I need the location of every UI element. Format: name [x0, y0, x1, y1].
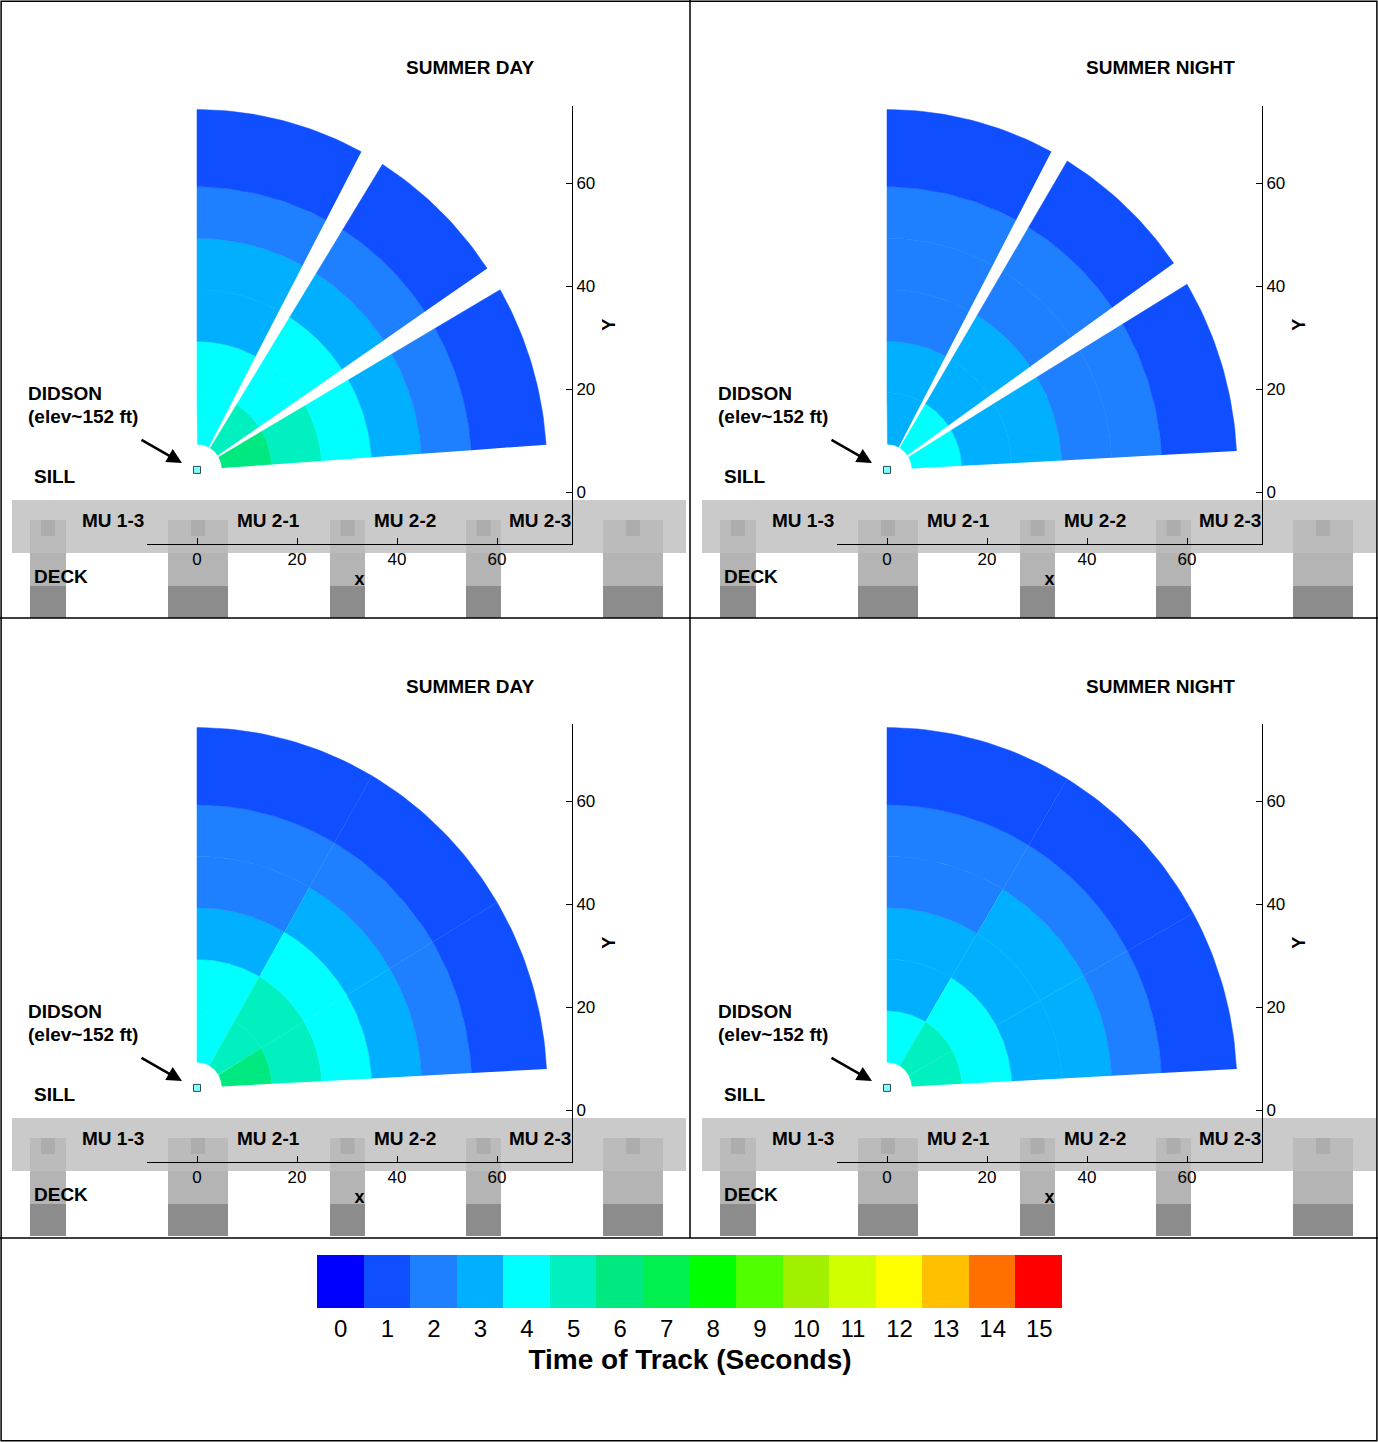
svg-text:10: 10 — [793, 1315, 820, 1342]
svg-text:x: x — [1044, 1187, 1054, 1207]
svg-text:3: 3 — [474, 1315, 487, 1342]
svg-text:60: 60 — [1266, 174, 1285, 193]
svg-text:MU 1-3: MU 1-3 — [82, 510, 144, 531]
svg-text:x: x — [354, 1187, 364, 1207]
svg-text:SUMMER NIGHT: SUMMER NIGHT — [1086, 57, 1235, 78]
svg-text:SILL: SILL — [34, 1084, 76, 1105]
svg-text:DIDSON: DIDSON — [28, 383, 102, 404]
svg-text:Y: Y — [599, 937, 619, 949]
svg-text:20: 20 — [288, 1168, 307, 1187]
svg-text:MU 2-3: MU 2-3 — [1199, 1128, 1261, 1149]
svg-text:0: 0 — [576, 1101, 585, 1120]
svg-text:(elev~152 ft): (elev~152 ft) — [718, 406, 828, 427]
svg-text:20: 20 — [576, 380, 595, 399]
svg-text:MU 2-2: MU 2-2 — [1064, 1128, 1126, 1149]
svg-text:40: 40 — [1266, 895, 1285, 914]
svg-text:40: 40 — [576, 895, 595, 914]
svg-text:Y: Y — [1289, 319, 1309, 331]
svg-text:MU 2-3: MU 2-3 — [509, 510, 571, 531]
svg-text:0: 0 — [1266, 483, 1275, 502]
svg-text:DECK: DECK — [34, 566, 88, 587]
svg-text:6: 6 — [613, 1315, 626, 1342]
svg-text:20: 20 — [1266, 998, 1285, 1017]
svg-text:SUMMER DAY: SUMMER DAY — [406, 676, 534, 697]
svg-text:MU 2-2: MU 2-2 — [1064, 510, 1126, 531]
svg-text:40: 40 — [388, 1168, 407, 1187]
svg-text:DIDSON: DIDSON — [718, 383, 792, 404]
svg-text:x: x — [354, 569, 364, 589]
svg-text:Time of Track (Seconds): Time of Track (Seconds) — [528, 1344, 851, 1375]
svg-text:SUMMER DAY: SUMMER DAY — [406, 57, 534, 78]
svg-text:MU 2-3: MU 2-3 — [1199, 510, 1261, 531]
svg-text:40: 40 — [1078, 1168, 1097, 1187]
svg-text:40: 40 — [576, 277, 595, 296]
svg-text:5: 5 — [567, 1315, 580, 1342]
svg-text:60: 60 — [488, 1168, 507, 1187]
svg-text:0: 0 — [882, 1168, 891, 1187]
svg-text:MU 1-3: MU 1-3 — [772, 510, 834, 531]
svg-text:0: 0 — [192, 1168, 201, 1187]
svg-text:60: 60 — [1266, 792, 1285, 811]
svg-text:SUMMER NIGHT: SUMMER NIGHT — [1086, 676, 1235, 697]
svg-text:60: 60 — [488, 550, 507, 569]
svg-text:Y: Y — [599, 319, 619, 331]
svg-text:MU 1-3: MU 1-3 — [82, 1128, 144, 1149]
svg-text:20: 20 — [288, 550, 307, 569]
svg-text:Y: Y — [1289, 937, 1309, 949]
svg-text:(elev~152 ft): (elev~152 ft) — [28, 406, 138, 427]
svg-text:DECK: DECK — [724, 1184, 778, 1205]
svg-text:0: 0 — [334, 1315, 347, 1342]
svg-text:1: 1 — [381, 1315, 394, 1342]
svg-text:(elev~152 ft): (elev~152 ft) — [28, 1024, 138, 1045]
svg-text:13: 13 — [933, 1315, 960, 1342]
svg-text:MU 2-2: MU 2-2 — [374, 510, 436, 531]
svg-text:x: x — [1044, 569, 1054, 589]
svg-text:60: 60 — [1178, 550, 1197, 569]
svg-text:12: 12 — [886, 1315, 913, 1342]
svg-text:60: 60 — [1178, 1168, 1197, 1187]
svg-text:MU 2-1: MU 2-1 — [927, 510, 990, 531]
svg-text:0: 0 — [882, 550, 891, 569]
svg-text:20: 20 — [1266, 380, 1285, 399]
svg-text:MU 2-3: MU 2-3 — [509, 1128, 571, 1149]
svg-text:60: 60 — [576, 174, 595, 193]
svg-text:15: 15 — [1026, 1315, 1053, 1342]
svg-text:DECK: DECK — [34, 1184, 88, 1205]
svg-text:DIDSON: DIDSON — [718, 1001, 792, 1022]
svg-text:DECK: DECK — [724, 566, 778, 587]
svg-text:SILL: SILL — [34, 466, 76, 487]
svg-text:2: 2 — [427, 1315, 440, 1342]
svg-text:DIDSON: DIDSON — [28, 1001, 102, 1022]
svg-text:0: 0 — [192, 550, 201, 569]
svg-text:60: 60 — [576, 792, 595, 811]
svg-text:8: 8 — [707, 1315, 720, 1342]
svg-text:40: 40 — [1266, 277, 1285, 296]
svg-text:4: 4 — [520, 1315, 533, 1342]
svg-text:MU 2-1: MU 2-1 — [237, 1128, 300, 1149]
svg-text:11: 11 — [841, 1315, 866, 1342]
svg-text:0: 0 — [576, 483, 585, 502]
svg-text:20: 20 — [978, 1168, 997, 1187]
svg-text:40: 40 — [388, 550, 407, 569]
svg-text:14: 14 — [979, 1315, 1006, 1342]
svg-text:SILL: SILL — [724, 466, 766, 487]
svg-text:7: 7 — [660, 1315, 673, 1342]
svg-text:(elev~152 ft): (elev~152 ft) — [718, 1024, 828, 1045]
svg-text:MU 2-1: MU 2-1 — [237, 510, 300, 531]
svg-text:20: 20 — [978, 550, 997, 569]
svg-text:MU 2-2: MU 2-2 — [374, 1128, 436, 1149]
svg-text:20: 20 — [576, 998, 595, 1017]
svg-text:MU 2-1: MU 2-1 — [927, 1128, 990, 1149]
svg-text:MU 1-3: MU 1-3 — [772, 1128, 834, 1149]
svg-text:0: 0 — [1266, 1101, 1275, 1120]
svg-text:SILL: SILL — [724, 1084, 766, 1105]
svg-text:40: 40 — [1078, 550, 1097, 569]
svg-text:9: 9 — [753, 1315, 766, 1342]
